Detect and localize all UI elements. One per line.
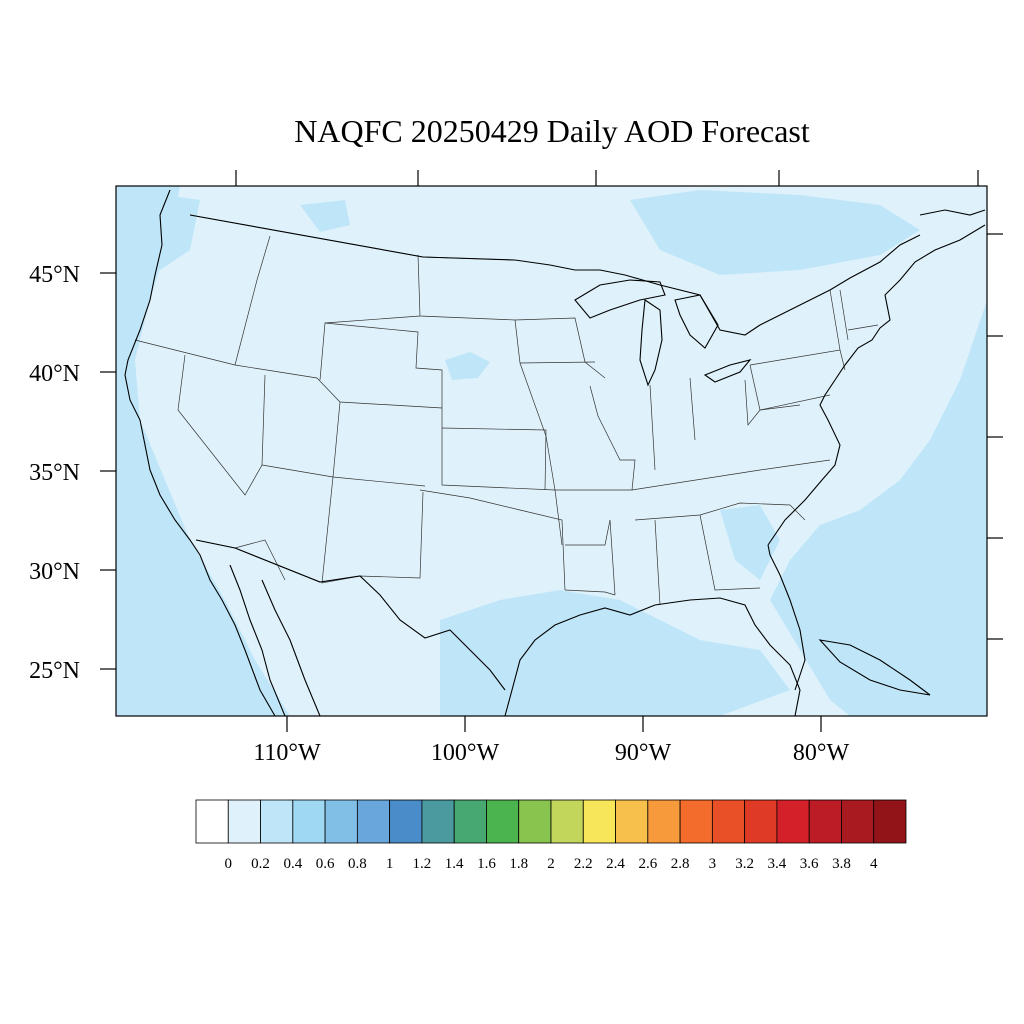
lat-label: 45°N [29,262,80,288]
colorbar-label: 2.4 [606,856,625,872]
colorbar-box [808,799,842,844]
colorbar-label: 1.6 [477,856,496,872]
colorbar-label: 1.2 [413,856,432,872]
colorbar-box [873,799,907,844]
colorbar-label: 3.8 [832,856,851,872]
chart-title: NAQFC 20250429 Daily AOD Forecast [294,113,810,149]
colorbar-box [486,799,520,844]
colorbar-label: 4 [870,856,878,872]
colorbar-label: 2.2 [574,856,593,872]
colorbar-box [615,799,649,844]
lon-label: 100°W [431,740,500,766]
southeast-coast [767,224,986,546]
lat-label: 35°N [29,460,80,486]
longitude-labels: 110°W 100°W 90°W 80°W [253,740,849,766]
aod-shade-canada-east [630,190,920,275]
colorbar-label: 2 [547,856,555,872]
colorbar-box [195,799,229,844]
aod-shading [116,186,987,716]
baja-coast [229,564,286,716]
lake-huron [674,294,719,349]
colorbar-box [292,799,326,844]
colorbar-box [453,799,487,844]
colorbar-label: 3.2 [735,856,754,872]
lat-label: 30°N [29,559,80,585]
lat-label: 25°N [29,658,80,684]
aod-shade-pacific [116,186,290,716]
lake-superior [574,279,666,319]
colorbar-box [227,799,261,844]
colorbar-box [711,799,746,844]
colorbar-box [744,799,778,844]
colorbar-label: 0.6 [316,856,335,872]
colorbar-box [356,799,391,844]
lon-label: 80°W [793,740,850,766]
florida-east-coast [767,544,806,691]
cuba [818,639,931,696]
colorbar-label: 0.2 [251,856,270,872]
aod-shade-atlantic [770,300,987,716]
lake-michigan [639,299,663,387]
latitude-labels: 45°N 40°N 35°N 30°N 25°N [29,262,80,684]
colorbar-label: 0 [225,856,233,872]
colorbar-label: 0.8 [348,856,367,872]
colorbar-box [550,799,584,844]
map-ticks [100,170,1003,732]
aod-shade-pacific-north [130,190,200,270]
aod-shade-plains [445,352,490,380]
colorbar-box [679,799,713,844]
colorbar-box [776,799,810,844]
colorbar-box [260,799,294,844]
lake-erie [703,359,752,383]
coastlines [124,189,986,716]
colorbar-box [647,799,681,844]
mexico-border [195,539,506,691]
colorbar-label: 1.4 [445,856,464,872]
west-coast [124,189,276,716]
colorbar-box [841,799,875,844]
lon-label: 90°W [615,740,672,766]
colorbar-box [518,799,552,844]
aod-shade-southeast [720,505,780,580]
colorbar-label: 3 [709,856,717,872]
colorbar-box [389,799,423,844]
mexico-west-coast [261,579,321,716]
colorbar-box [582,799,616,844]
gulf-coast [504,597,801,716]
colorbar-box [324,799,358,844]
map-frame [115,185,988,717]
colorbar-label: 3.4 [768,856,787,872]
colorbar [195,799,907,844]
colorbar-box [421,799,455,844]
colorbar-label: 2.6 [638,856,657,872]
aod-shade-idaho [300,200,350,232]
lat-label: 40°N [29,361,80,387]
map-panel [116,186,987,716]
aod-shade-gulf [440,590,790,716]
colorbar-label: 0.4 [283,856,302,872]
colorbar-label: 1 [386,856,394,872]
lon-label: 110°W [253,740,321,766]
colorbar-labels: 0 0.2 0.4 0.6 0.8 1 1.2 1.4 1.6 1.8 2 2.2 2.4 2.6 2.8 3… [225,856,878,872]
colorbar-label: 1.8 [509,856,528,872]
colorbar-label: 3.6 [800,856,819,872]
colorbar-label: 2.8 [671,856,690,872]
canada-east [919,209,986,216]
